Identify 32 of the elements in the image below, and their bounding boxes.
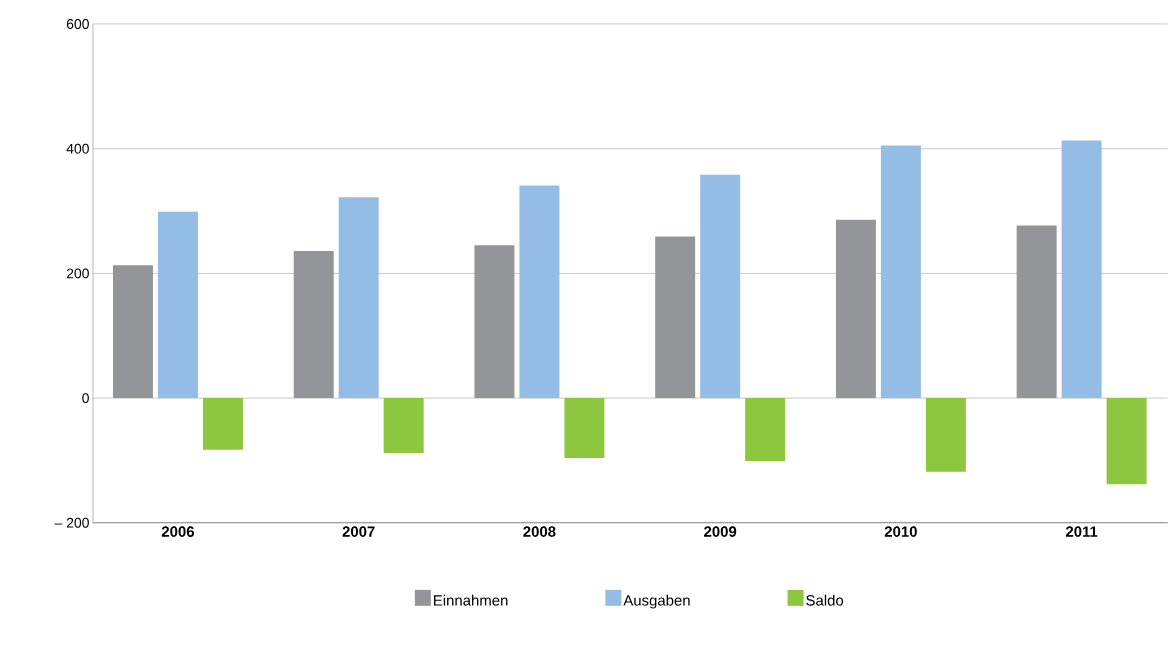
bar [745, 398, 786, 462]
bar [880, 145, 921, 399]
x-tick-label: 2006 [161, 526, 195, 538]
y-tick-label: 200 [66, 268, 89, 279]
bar [1061, 140, 1102, 399]
x-tick-label: 2010 [884, 526, 917, 538]
legend-label: Saldo [806, 594, 844, 606]
x-tick-label: 2011 [1065, 526, 1098, 538]
y-tick-label: 600 [66, 19, 89, 30]
x-tick-label: 2009 [704, 526, 737, 538]
bar [202, 398, 243, 450]
bar [1016, 225, 1057, 399]
bar [519, 185, 560, 399]
bar [383, 398, 424, 454]
bar [925, 398, 966, 472]
legend-label: Einnahmen [434, 594, 508, 606]
bar [293, 251, 334, 399]
x-tick-label: 2007 [342, 526, 375, 538]
bar [474, 245, 515, 399]
legend-label: Ausgaben [623, 594, 690, 609]
y-tick-label: 400 [66, 143, 89, 154]
bar [700, 174, 741, 399]
bar [655, 236, 696, 399]
bar [564, 398, 605, 459]
bar [112, 265, 153, 399]
y-tick-label: 0 [82, 393, 89, 404]
bar [835, 219, 876, 399]
bar [1106, 398, 1147, 485]
bar [338, 197, 379, 399]
x-tick-label: 2008 [523, 526, 556, 538]
bar [157, 211, 198, 399]
y-tick-label: – 200 [54, 517, 89, 528]
